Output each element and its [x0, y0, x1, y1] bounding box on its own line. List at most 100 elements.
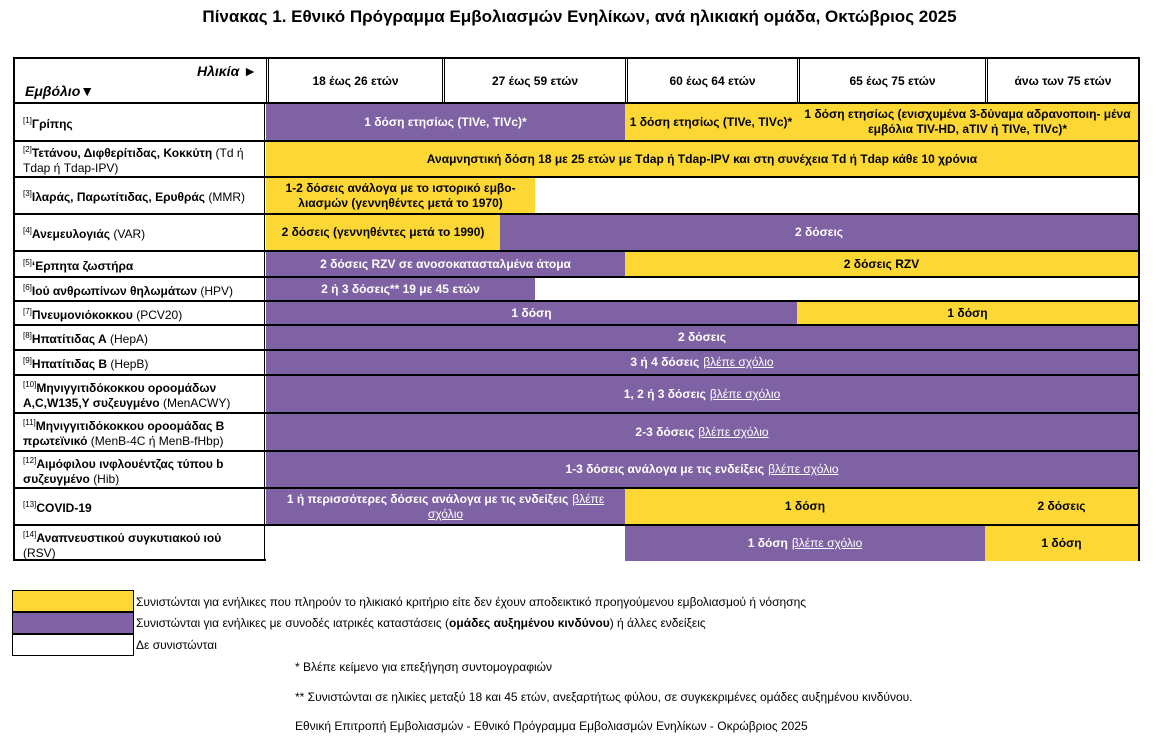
vaccine-name: ‘Ερπητα ζωστήρα: [31, 258, 134, 273]
vaccination-table: Ηλικία ► Εμβόλιο▼ 18 έως 26 ετών 27 έως …: [13, 57, 1140, 561]
table-row: [11]Μηνιγγιτιδόκοκκου οροομάδας Β πρωτεϊ…: [15, 414, 1138, 452]
vaccine-label-cell: [10]Μηνιγγιτιδόκοκκου οροομάδων A,C,W135…: [15, 376, 267, 412]
recommendation-cell-risk: 2 δόσεις RZV σε ανοσοκατασταλμένα άτομα: [266, 252, 625, 276]
vaccine-label-cell: [9]Ηπατίτιδας Β (HepB): [15, 351, 267, 374]
vaccine-label-cell: [7]Πνευμονιόκοκκου (PCV20): [15, 302, 267, 324]
dose-text: Αναμνηστική δόση 18 με 25 ετών με Tdap ή…: [426, 151, 978, 166]
legend-swatch-purple: [12, 612, 134, 634]
table-row: [6]Ιού ανθρωπίνων θηλωμάτων (HPV) 2 ή 3 δ…: [15, 278, 1138, 302]
see-note-link[interactable]: βλέπε σχόλιο: [709, 386, 781, 401]
vaccine-code: (HPV): [200, 283, 234, 298]
footnote-ref: [7]: [23, 306, 32, 316]
not-recommended-cell: [266, 526, 625, 561]
column-header: άνω των 75 ετών: [985, 59, 1138, 102]
table-row: [13]COVID-19 1 ή περισσότερες δόσεις ανά…: [15, 489, 1138, 526]
see-note-link[interactable]: βλέπε σχόλιο: [427, 491, 605, 521]
dose-text: 2 δόσεις (γεννηθέντες μετά το 1990): [281, 225, 485, 239]
dose-text: 2 δόσεις: [794, 225, 844, 239]
footnote-ref: [11]: [23, 418, 36, 427]
table-row: [14]Αναπνευστικού συγκυτιακού ιού (RSV) 1…: [15, 526, 1138, 561]
vaccine-label-cell: [4]Ανεμευλογιάς (VAR): [15, 215, 267, 250]
recommendation-cell-risk: 1 δόση ετησίως (TIVe, TIVc)*: [266, 104, 625, 140]
age-label: Ηλικία ►: [196, 63, 257, 79]
footnote-ref: [12]: [23, 455, 37, 465]
note-hpv: ** Συνιστώνται σε ηλικίες μεταξύ 18 και …: [295, 690, 913, 704]
table-row: [3]Ιλαράς, Παρωτίτιδας, Ερυθράς (MMR) 1-2…: [15, 178, 1138, 215]
see-note-link[interactable]: βλέπε σχόλιο: [768, 462, 839, 476]
footnote-ref: [2]: [23, 145, 32, 154]
recommendation-cell-routine: 1 δόση: [797, 302, 1138, 324]
dose-text: 1 δόση ετησίως (TIVe, TIVc)*: [364, 114, 527, 129]
dose-text: 1 δόση: [947, 305, 988, 320]
vaccine-name: Ιού ανθρωπίνων θηλωμάτων: [31, 283, 198, 298]
table-row: [7]Πνευμονιόκοκκου (PCV20) 1 δόση 1 δόση: [15, 302, 1138, 326]
recommendation-cell-risk: 2-3 δόσεις βλέπε σχόλιο: [266, 414, 1138, 450]
table-header: Ηλικία ► Εμβόλιο▼ 18 έως 26 ετών 27 έως …: [15, 59, 1138, 104]
table-row: [2]Τετάνου, Διφθερίτιδας, Κοκκύτη (Td ή …: [15, 142, 1138, 178]
recommendation-cell-risk: 1 δόση βλέπε σχόλιο: [625, 526, 985, 561]
footnote-ref: [8]: [23, 331, 32, 340]
footnote-ref: [4]: [23, 226, 32, 235]
vaccine-label-cell: [8]Ηπατίτιδας Α (HepA): [15, 326, 267, 349]
recommendation-cell-risk: 3 ή 4 δόσεις βλέπε σχόλιο: [266, 351, 1138, 374]
dose-text: 2 δόσεις: [677, 330, 727, 344]
vaccine-name: Ιλαράς, Παρωτίτιδας, Ερυθράς: [31, 190, 206, 204]
vaccine-code: (MMR): [208, 190, 246, 204]
corner-cell: Ηλικία ► Εμβόλιο▼: [15, 59, 267, 102]
recommendation-cell-risk: 1 δόση: [266, 302, 797, 324]
table-row: [9]Ηπατίτιδας Β (HepB) 3 ή 4 δόσεις βλέπε …: [15, 351, 1138, 376]
note-abbreviations: * Βλέπε κείμενο για επεξήγηση συντομογρα…: [295, 660, 553, 674]
vaccine-name: Μηνιγγιτιδόκοκκου οροομάδας Β πρωτεϊνικό: [23, 419, 225, 448]
dose-text: 1 δόση: [747, 536, 788, 550]
vaccine-label: Εμβόλιο▼: [25, 83, 95, 99]
table-row: [1]Γρίπης 1 δόση ετησίως (TIVe, TIVc)* 1 …: [15, 104, 1138, 142]
vaccine-name: Μηνιγγιτιδόκοκκου οροομάδων A,C,W135,Y σ…: [23, 381, 217, 410]
vaccine-name: COVID-19: [36, 501, 92, 515]
footnote-ref: [5]: [23, 257, 32, 267]
recommendation-cell-routine: 1-2 δόσεις ανάλογα με το ιστορικό εμβο- …: [266, 178, 535, 213]
table-row: [8]Ηπατίτιδας Α (HepA) 2 δόσεις: [15, 326, 1138, 351]
footnote-ref: [9]: [23, 356, 32, 365]
vaccine-name: Ηπατίτιδας Α: [31, 332, 107, 346]
vaccine-label-cell: [13]COVID-19: [15, 489, 267, 524]
column-header: 18 έως 26 ετών: [266, 59, 442, 102]
not-recommended-cell: [535, 278, 1138, 300]
footnote-ref: [14]: [23, 529, 37, 539]
vaccine-label-cell: [12]Αιμόφιλου ινφλουέντζας τύπου b συζευ…: [15, 452, 267, 487]
vaccine-code: (Hib): [93, 471, 120, 486]
legend-text-risk-groups: Συνιστώνται για ενήλικες με συνοδές ιατρ…: [136, 616, 706, 630]
vaccine-label-cell: [3]Ιλαράς, Παρωτίτιδας, Ερυθράς (MMR): [15, 178, 267, 213]
recommendation-cell-routine: 1 δόση ετησίως (TIVe, TIVc)*: [625, 104, 797, 140]
dose-text: 1 δόση ετησίως (TIVe, TIVc)*: [629, 114, 793, 129]
recommendation-cell-routine: 1 δόση ετησίως (ενισχυμένα 3-δύναμα αδρα…: [797, 104, 1138, 140]
recommendation-cell-risk: 2 ή 3 δόσεις** 19 με 45 ετών: [266, 278, 535, 300]
recommendation-cell-routine: 2 δόσεις RZV: [625, 252, 1138, 276]
recommendation-cell-risk: 1, 2 ή 3 δόσεις βλέπε σχόλιο: [266, 376, 1138, 412]
dose-text: 1 δόση: [511, 305, 552, 320]
table-row: [10]Μηνιγγιτιδόκοκκου οροομάδων A,C,W135…: [15, 376, 1138, 414]
see-note-link[interactable]: βλέπε σχόλιο: [698, 424, 769, 439]
recommendation-cell-risk: 1-3 δόσεις ανάλογα με τις ενδείξεις βλέπε…: [266, 452, 1138, 487]
vaccine-label-cell: [5]‘Ερπητα ζωστήρα: [15, 252, 267, 276]
recommendation-cell-risk: 2 δόσεις: [500, 215, 1138, 250]
dose-text: 2 δόσεις RZV: [843, 256, 920, 271]
dose-text: 1, 2 ή 3 δόσεις: [623, 386, 706, 401]
vaccine-label-cell: [6]Ιού ανθρωπίνων θηλωμάτων (HPV): [15, 278, 267, 300]
footnote-ref: [1]: [23, 115, 32, 125]
see-note-link[interactable]: βλέπε σχόλιο: [703, 355, 774, 369]
see-note-link[interactable]: βλέπε σχόλιο: [791, 536, 863, 550]
recommendation-cell-risk: 2 δόσεις: [266, 326, 1138, 349]
vaccine-code: (HepA): [109, 332, 148, 346]
vaccine-name: Ανεμευλογιάς: [31, 227, 110, 241]
recommendation-cell-routine: 2 δόσεις: [985, 489, 1138, 524]
vaccine-code: (MenB-4C ή MenB-fHbp): [90, 434, 224, 448]
legend-text-recommended: Συνιστώνται για ενήλικες που πληρούν το …: [136, 595, 807, 609]
legend-text-not-recommended: Δε συνιστώνται: [136, 638, 217, 652]
vaccine-name: Τετάνου, Διφθερίτιδας, Κοκκύτη: [31, 146, 213, 160]
dose-text: 2-3 δόσεις: [635, 424, 695, 439]
dose-text: 1 δόση: [784, 499, 826, 513]
dose-text: 2 δόσεις: [1037, 499, 1086, 513]
page-title: Πίνακας 1. Εθνικό Πρόγραμμα Εμβολιασμών …: [202, 7, 957, 26]
dose-text: 1 ή περισσότερες δόσεις ανάλογα με τις ε…: [286, 491, 569, 506]
vaccine-code: (HepB): [110, 357, 149, 371]
